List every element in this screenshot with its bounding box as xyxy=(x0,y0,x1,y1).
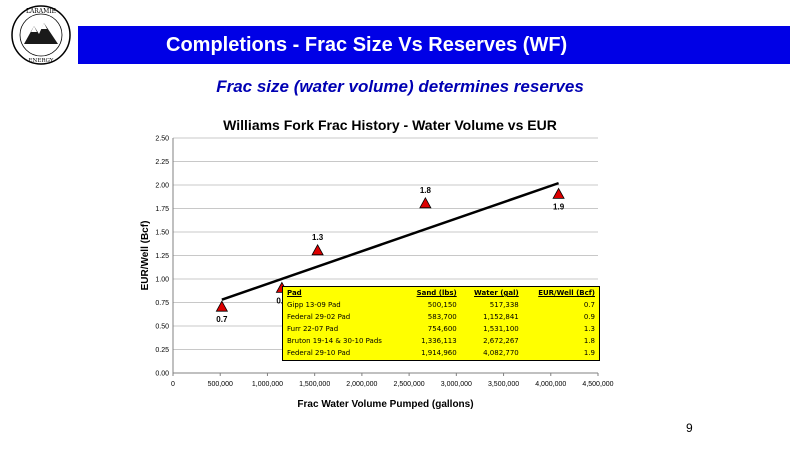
table-header-water: Water (gal) xyxy=(474,289,519,297)
x-axis-label: Frac Water Volume Pumped (gallons) xyxy=(297,399,473,410)
data-point xyxy=(552,187,565,199)
table-cell: 0.9 xyxy=(583,313,595,321)
table-cell: 517,338 xyxy=(489,301,519,309)
table-cell: 2,672,267 xyxy=(483,337,519,345)
table-cell: Bruton 19-14 & 30-10 Pads xyxy=(287,337,382,345)
title-bar: Completions - Frac Size Vs Reserves (WF) xyxy=(78,26,790,64)
table-row: Gipp 13-09 Pad 500,150 517,338 0.7 xyxy=(283,299,599,311)
table-header-sand: Sand (lbs) xyxy=(416,289,457,297)
table-cell: 500,150 xyxy=(427,301,457,309)
y-tick-label: 2.25 xyxy=(155,159,169,166)
table-header-pad: Pad xyxy=(287,289,302,297)
page-title: Completions - Frac Size Vs Reserves (WF) xyxy=(166,34,568,56)
table-header-row: Pad Sand (lbs) Water (gal) EUR/Well (Bcf… xyxy=(283,287,599,299)
x-tick-label: 4,000,000 xyxy=(535,381,566,388)
y-tick-label: 1.75 xyxy=(155,206,169,213)
table-cell: Gipp 13-09 Pad xyxy=(287,301,341,309)
data-label: 1.9 xyxy=(553,202,565,211)
y-axis-label: EUR/Well (Bcf) xyxy=(140,221,151,291)
logo-top-text: LARAMIE xyxy=(26,8,56,15)
chart-title: Williams Fork Frac History - Water Volum… xyxy=(223,117,557,133)
table-cell: Federal 29-02 Pad xyxy=(287,313,351,321)
y-tick-label: 1.50 xyxy=(155,230,169,237)
y-tick-label: 0.00 xyxy=(155,371,169,378)
table-row: Bruton 19-14 & 30-10 Pads 1,336,113 2,67… xyxy=(283,335,599,347)
data-label: 0.7 xyxy=(216,315,228,324)
table-cell: 0.7 xyxy=(583,301,595,309)
x-tick-label: 1,000,000 xyxy=(252,381,283,388)
page-subtitle: Frac size (water volume) determines rese… xyxy=(216,77,584,96)
table-cell: 1,531,100 xyxy=(483,325,519,333)
x-tick-label: 4,500,000 xyxy=(582,381,613,388)
table-row: Federal 29-10 Pad 1,914,960 4,082,770 1.… xyxy=(283,347,599,359)
y-tick-label: 1.00 xyxy=(155,277,169,284)
y-tick-label: 2.50 xyxy=(155,136,169,143)
table-cell: Federal 29-10 Pad xyxy=(287,349,351,357)
x-tick-label: 1,500,000 xyxy=(299,381,330,388)
table-cell: 1.8 xyxy=(583,337,595,345)
trendline xyxy=(221,181,560,301)
y-tick-label: 0.75 xyxy=(155,300,169,307)
table-cell: 1,914,960 xyxy=(421,349,457,357)
data-table: Pad Sand (lbs) Water (gal) EUR/Well (Bcf… xyxy=(282,286,600,361)
y-tick-label: 0.25 xyxy=(155,347,169,354)
y-tick-label: 2.00 xyxy=(155,183,169,190)
x-tick-label: 3,000,000 xyxy=(441,381,472,388)
table-cell: 1.9 xyxy=(583,349,595,357)
y-tick-label: 1.25 xyxy=(155,253,169,260)
x-tick-label: 2,000,000 xyxy=(346,381,377,388)
data-point xyxy=(311,243,324,256)
table-header-eur: EUR/Well (Bcf) xyxy=(538,289,595,297)
x-tick-label: 2,500,000 xyxy=(394,381,425,388)
data-label: 1.8 xyxy=(420,186,432,195)
table-row: Federal 29-02 Pad 583,700 1,152,841 0.9 xyxy=(283,311,599,323)
x-tick-label: 0 xyxy=(171,381,175,388)
page-number: 9 xyxy=(686,421,693,435)
table-row: Furr 22-07 Pad 754,600 1,531,100 1.3 xyxy=(283,323,599,335)
table-cell: 1,336,113 xyxy=(421,337,457,345)
data-label: 1.3 xyxy=(312,233,324,242)
logo-bottom-text: ENERGY xyxy=(29,58,54,64)
table-cell: 1,152,841 xyxy=(483,313,519,321)
table-cell: 754,600 xyxy=(427,325,457,333)
table-cell: 1.3 xyxy=(583,325,595,333)
data-point xyxy=(419,196,432,209)
table-cell: 4,082,770 xyxy=(483,349,519,357)
company-logo: LARAMIE ENERGY xyxy=(10,4,72,66)
data-point xyxy=(215,300,229,312)
x-tick-label: 3,500,000 xyxy=(488,381,519,388)
x-tick-label: 500,000 xyxy=(208,381,233,388)
y-tick-label: 0.50 xyxy=(155,324,169,331)
table-cell: Furr 22-07 Pad xyxy=(287,325,339,333)
table-cell: 583,700 xyxy=(427,313,457,321)
